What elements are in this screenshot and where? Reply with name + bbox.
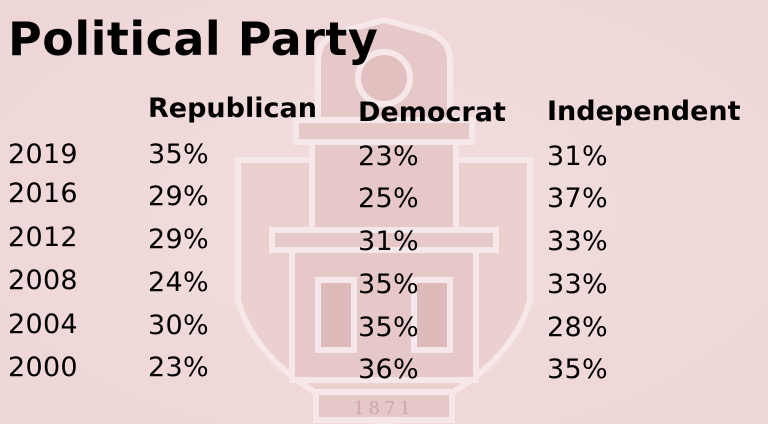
cell-independent: 37% (547, 183, 608, 214)
cell-democrat: 25% (358, 183, 419, 214)
watermark-year: 1871 (353, 398, 415, 419)
header-democrat: Democrat (358, 97, 506, 128)
row-year: 2004 (8, 309, 78, 340)
cell-democrat: 23% (358, 141, 419, 172)
cell-republican: 24% (148, 267, 209, 298)
cell-independent: 28% (547, 312, 608, 343)
page-title: Political Party (8, 12, 379, 66)
cell-republican: 30% (148, 310, 209, 341)
row-year: 2008 (8, 265, 78, 296)
row-year: 2016 (8, 178, 78, 209)
row-year: 2019 (8, 139, 78, 170)
cell-republican: 35% (148, 139, 209, 170)
header-independent: Independent (547, 96, 741, 127)
cell-democrat: 36% (358, 354, 419, 385)
cell-independent: 35% (547, 354, 608, 385)
cell-democrat: 35% (358, 312, 419, 343)
cell-independent: 31% (547, 141, 608, 172)
cell-republican: 23% (148, 352, 209, 383)
cell-independent: 33% (547, 269, 608, 300)
cell-democrat: 35% (358, 269, 419, 300)
cell-democrat: 31% (358, 226, 419, 257)
header-republican: Republican (148, 93, 317, 124)
cell-republican: 29% (148, 181, 209, 212)
cell-independent: 33% (547, 226, 608, 257)
row-year: 2000 (8, 352, 78, 383)
row-year: 2012 (8, 222, 78, 253)
cell-republican: 29% (148, 224, 209, 255)
